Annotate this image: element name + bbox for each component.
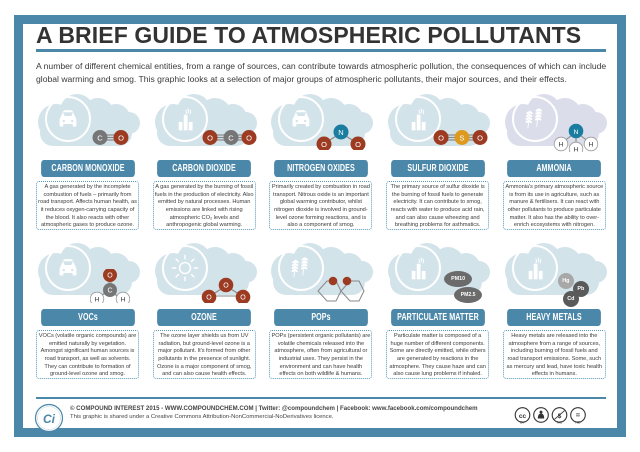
svg-text:NC: NC: [557, 420, 563, 424]
svg-text:O: O: [321, 140, 327, 149]
svg-text:O: O: [477, 133, 483, 142]
svg-text:=: =: [576, 411, 581, 420]
svg-text:H: H: [588, 142, 593, 149]
svg-text:C: C: [107, 288, 112, 295]
svg-text:O: O: [246, 133, 252, 142]
svg-text:H: H: [95, 297, 100, 303]
svg-text:N: N: [339, 128, 344, 137]
svg-text:O: O: [206, 295, 212, 302]
svg-text:N: N: [573, 129, 578, 136]
svg-text:O: O: [107, 273, 113, 280]
svg-text:O: O: [118, 133, 124, 142]
svg-text:C: C: [228, 133, 234, 142]
svg-text:O: O: [207, 133, 213, 142]
svg-text:H: H: [121, 297, 126, 303]
svg-text:O: O: [240, 295, 246, 302]
svg-text:O: O: [223, 283, 229, 290]
svg-text:cc: cc: [519, 413, 527, 420]
svg-text:O: O: [438, 133, 444, 142]
svg-text:H: H: [573, 147, 578, 153]
svg-text:S: S: [460, 133, 465, 142]
svg-text:Ci: Ci: [43, 412, 56, 426]
svg-text:O: O: [355, 140, 361, 149]
svg-text:ND: ND: [575, 420, 581, 424]
svg-text:H: H: [558, 142, 563, 149]
svg-text:C: C: [97, 133, 103, 142]
svg-text:BY: BY: [520, 420, 525, 424]
